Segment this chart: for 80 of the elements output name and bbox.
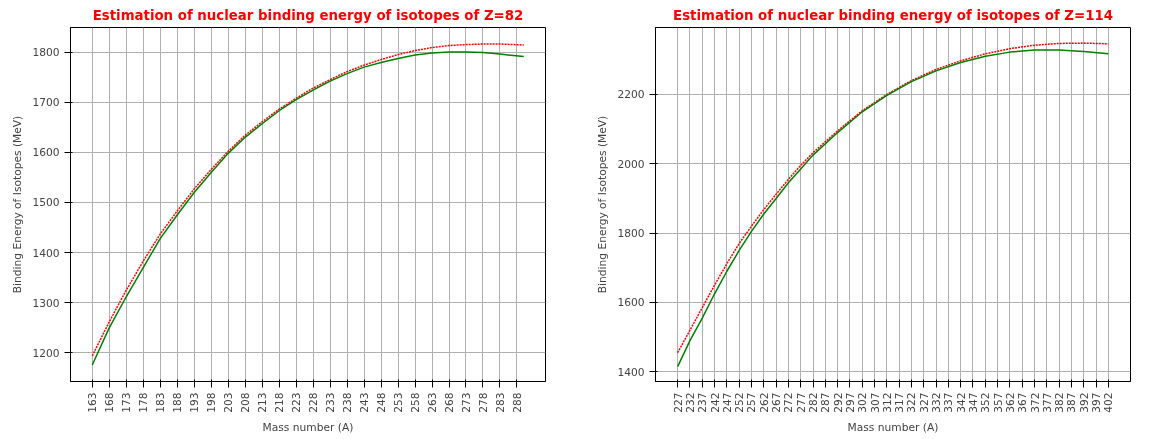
y-tick-label: 1800: [617, 227, 645, 241]
x-tick-label: 193: [188, 392, 202, 413]
x-tick-label: 218: [273, 392, 287, 413]
x-tick-label: 258: [409, 392, 423, 413]
y-tick-label: 1600: [32, 146, 60, 160]
x-tick-label: 317: [893, 392, 907, 413]
y-tick-label: 1700: [32, 96, 60, 110]
x-tick-label: 203: [222, 392, 236, 413]
x-tick-label: 273: [459, 392, 473, 413]
x-tick-label: 277: [794, 392, 808, 413]
y-axis-title: Binding Energy of Isotopes (MeV): [596, 115, 610, 294]
x-tick-label: 242: [708, 392, 722, 413]
x-tick-label: 377: [1040, 392, 1054, 413]
x-tick-label: 292: [831, 392, 845, 413]
x-tick-label: 252: [733, 392, 747, 413]
x-tick-label: 243: [358, 392, 372, 413]
x-tick-label: 198: [205, 392, 219, 413]
x-tick-label: 337: [942, 392, 956, 413]
y-tick-label: 2000: [617, 157, 645, 171]
x-tick-label: 247: [720, 392, 734, 413]
x-tick-label: 183: [154, 392, 168, 413]
x-tick-label: 173: [120, 392, 134, 413]
chart-title: Estimation of nuclear binding energy of isotopes of Z=82: [92, 7, 524, 23]
x-axis-title: Mass number (A): [847, 420, 939, 434]
x-tick-label: 307: [868, 392, 882, 413]
x-tick-label: 227: [671, 392, 685, 413]
x-axis-title: Mass number (A): [262, 420, 354, 434]
x-tick-label: 238: [341, 392, 355, 413]
x-tick-label: 208: [239, 392, 253, 413]
x-tick-label: 372: [1028, 392, 1042, 413]
x-tick-label: 188: [171, 392, 185, 413]
x-tick-label: 257: [745, 392, 759, 413]
x-tick-label: 397: [1090, 392, 1104, 413]
x-tick-label: 312: [880, 392, 894, 413]
x-tick-label: 237: [696, 392, 710, 413]
x-tick-label: 387: [1065, 392, 1079, 413]
x-tick-label: 267: [770, 392, 784, 413]
x-tick-label: 253: [392, 392, 406, 413]
x-tick-label: 367: [1016, 392, 1030, 413]
x-tick-label: 278: [476, 392, 490, 413]
x-tick-label: 362: [1003, 392, 1017, 413]
y-tick-label: 1500: [32, 196, 60, 210]
x-tick-label: 327: [917, 392, 931, 413]
x-tick-label: 302: [856, 392, 870, 413]
x-tick-label: 168: [103, 392, 117, 413]
x-tick-label: 272: [782, 392, 796, 413]
x-tick-label: 288: [510, 392, 524, 413]
y-tick-label: 1400: [617, 365, 645, 379]
x-tick-label: 178: [137, 392, 151, 413]
x-tick-label: 282: [807, 392, 821, 413]
y-tick-label: 1300: [32, 296, 60, 310]
x-tick-label: 332: [930, 392, 944, 413]
x-tick-label: 322: [905, 392, 919, 413]
x-tick-label: 402: [1102, 392, 1116, 413]
x-tick-label: 342: [954, 392, 968, 413]
y-tick-label: 1600: [617, 296, 645, 310]
y-axis-title: Binding Energy of Isotopes (MeV): [11, 115, 25, 294]
x-tick-label: 287: [819, 392, 833, 413]
x-tick-label: 223: [290, 392, 304, 413]
x-tick-label: 382: [1053, 392, 1067, 413]
y-tick-label: 2200: [617, 88, 645, 102]
x-tick-label: 283: [493, 392, 507, 413]
x-tick-label: 263: [426, 392, 440, 413]
chart-title: Estimation of nuclear binding energy of isotopes of Z=114: [673, 7, 1113, 23]
x-tick-label: 352: [979, 392, 993, 413]
x-tick-label: 228: [307, 392, 321, 413]
x-tick-label: 357: [991, 392, 1005, 413]
y-tick-label: 1800: [32, 46, 60, 60]
x-tick-label: 268: [443, 392, 457, 413]
x-tick-label: 233: [324, 392, 338, 413]
x-tick-label: 248: [375, 392, 389, 413]
x-tick-label: 262: [757, 392, 771, 413]
x-tick-label: 232: [683, 392, 697, 413]
x-tick-label: 297: [843, 392, 857, 413]
x-tick-label: 213: [256, 392, 270, 413]
y-tick-label: 1400: [32, 246, 60, 260]
x-tick-label: 347: [966, 392, 980, 413]
x-tick-label: 163: [86, 392, 100, 413]
y-tick-label: 1200: [32, 346, 60, 360]
x-tick-label: 392: [1077, 392, 1091, 413]
